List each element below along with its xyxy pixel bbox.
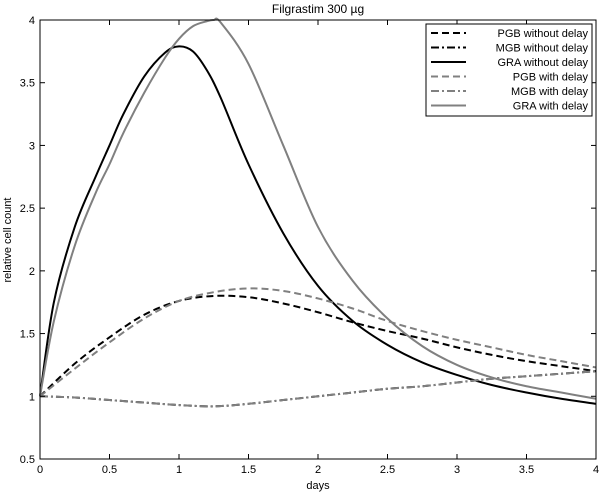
y-tick-label: 2 — [29, 266, 35, 278]
series-line-pgb-without-delay — [39, 294, 597, 398]
legend-label: PGB without delay — [498, 28, 589, 40]
series-line-pgb-with-delay — [39, 287, 597, 398]
legend-label: GRA without delay — [498, 57, 589, 69]
y-tick-label: 3 — [29, 140, 35, 152]
x-tick-label: 0.5 — [102, 464, 117, 476]
x-tick-label: 1 — [176, 464, 182, 476]
legend-label: GRA with delay — [513, 101, 589, 113]
x-tick-label: 0 — [37, 464, 43, 476]
chart-title: Filgrastim 300 µg — [272, 2, 364, 16]
series-line-gra-without-delay — [39, 45, 597, 405]
y-tick-label: 4 — [29, 15, 35, 27]
legend-label: PGB with delay — [513, 72, 589, 84]
x-axis-ticks: 0 0.5 1 1.5 2 2.5 3 3.5 4 — [37, 20, 599, 476]
x-tick-label: 1.5 — [241, 464, 256, 476]
x-axis-label: days — [306, 480, 330, 492]
y-axis-label: relative cell count — [2, 198, 14, 283]
series-line-mgb-with-delay — [39, 370, 597, 408]
legend-box — [425, 23, 593, 117]
series-line-gra-with-delay — [39, 17, 597, 400]
x-tick-label: 4 — [593, 464, 599, 476]
y-tick-label: 3.5 — [20, 78, 35, 90]
y-axis-ticks: 0.5 1 1.5 2 2.5 3 3.5 4 — [20, 15, 596, 466]
legend-label: MGB without delay — [496, 43, 589, 55]
legend-label: MGB with delay — [511, 86, 589, 98]
x-tick-label: 2 — [315, 464, 321, 476]
y-tick-label: 2.5 — [20, 203, 35, 215]
x-tick-label: 3 — [454, 464, 460, 476]
y-tick-label: 1.5 — [20, 329, 35, 341]
x-tick-label: 3.5 — [519, 464, 534, 476]
y-tick-label: 1 — [29, 391, 35, 403]
x-tick-label: 2.5 — [380, 464, 395, 476]
plot-lines — [39, 17, 597, 408]
y-tick-label: 0.5 — [20, 454, 35, 466]
legend: PGB without delay MGB without delay GRA wi… — [425, 23, 593, 117]
